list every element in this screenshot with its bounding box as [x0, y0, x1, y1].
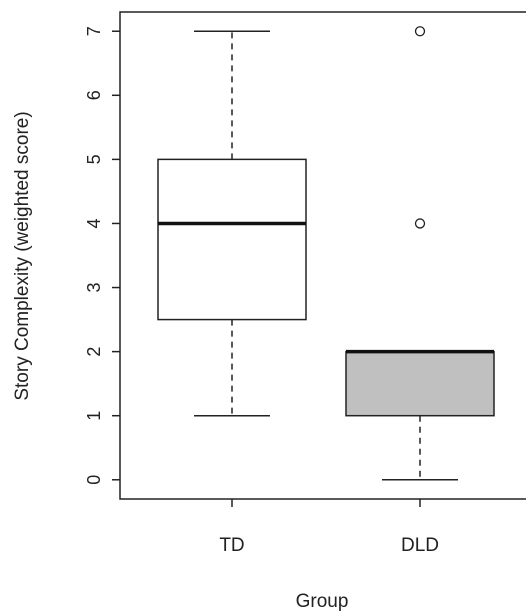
plot-frame: [119, 11, 526, 500]
box-td: [157, 30, 307, 417]
y-tick-label: 3: [84, 283, 104, 293]
box-series: [157, 26, 495, 481]
box-body: [345, 350, 495, 417]
x-tick-label: DLD: [401, 535, 439, 556]
y-tick-label: 6: [84, 90, 104, 100]
x-axis: TD DLD: [219, 499, 439, 556]
y-tick-label: 2: [84, 347, 104, 357]
y-tick-label: 1: [84, 411, 104, 421]
outlier-point: [414, 26, 426, 37]
y-tick-label: 5: [84, 154, 104, 164]
y-axis-label: Story Complexity (weighted score): [12, 111, 33, 400]
y-tick-label: 7: [84, 26, 104, 36]
x-axis-label: Group: [296, 591, 349, 612]
x-tick-label: TD: [219, 535, 244, 556]
y-tick-label: 0: [84, 475, 104, 485]
box-dld: [345, 26, 495, 481]
y-tick-label: 4: [84, 218, 104, 228]
box-body: [157, 158, 307, 321]
outlier-point: [414, 218, 426, 229]
y-axis: 0 1 2 3 4 5 6 7: [84, 26, 120, 485]
